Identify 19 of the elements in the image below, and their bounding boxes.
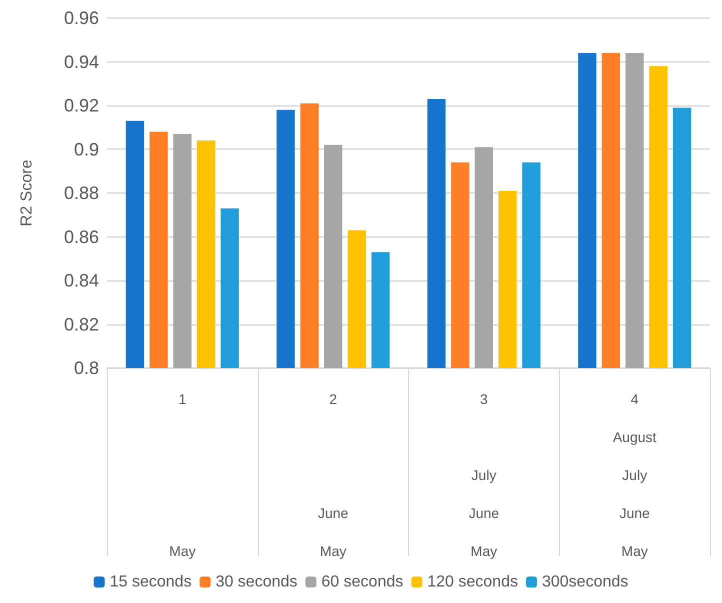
y-tick-label: 0.84 bbox=[64, 270, 99, 290]
category-label: 2 June May bbox=[318, 391, 348, 559]
legend-label: 300seconds bbox=[542, 574, 628, 590]
legend-label: 15 seconds bbox=[110, 574, 192, 590]
category-label: 1 May bbox=[169, 391, 196, 559]
y-tick-label: 0.94 bbox=[64, 52, 99, 72]
legend-label: 60 seconds bbox=[321, 574, 404, 590]
y-tick-label: 0.8 bbox=[74, 358, 99, 378]
category-label: 3 July June May bbox=[468, 391, 500, 559]
legend-label: 120 seconds bbox=[427, 574, 518, 590]
y-tick-label: 0.82 bbox=[64, 314, 99, 334]
category-label: 4 August July June May bbox=[612, 391, 656, 559]
y-tick-label: 0.92 bbox=[64, 96, 99, 116]
y-tick-label: 0.96 bbox=[64, 8, 99, 28]
y-axis-title: R2 Score bbox=[18, 160, 36, 226]
y-tick-label: 0.88 bbox=[64, 183, 99, 203]
y-tick-label: 0.86 bbox=[64, 226, 99, 247]
y-tick-label: 0.9 bbox=[74, 139, 99, 160]
legend-label: 30 seconds bbox=[216, 574, 298, 590]
